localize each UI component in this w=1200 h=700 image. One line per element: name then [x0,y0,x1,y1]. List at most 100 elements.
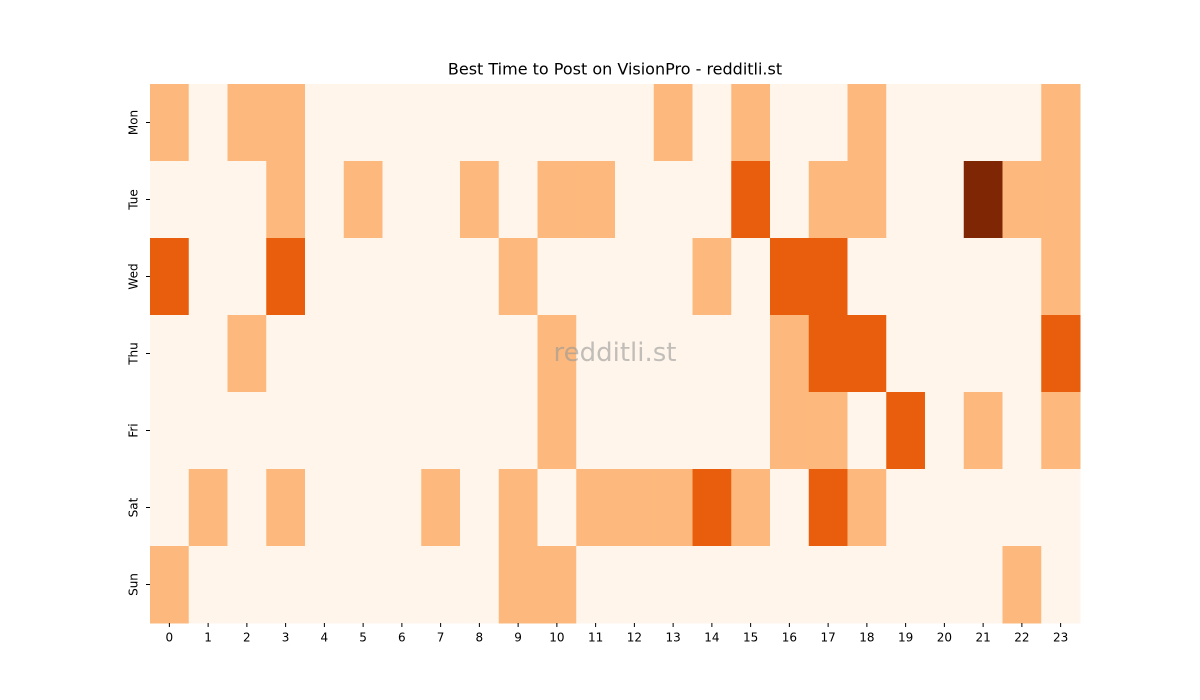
heat-cell [615,84,655,162]
heat-cell [615,469,655,547]
heat-cell [266,469,306,547]
heat-cell [150,238,190,316]
heat-cell [653,315,693,393]
heat-cell [343,84,383,162]
heat-cell [1041,469,1081,547]
heat-cell [731,238,771,316]
x-tick-label: 2 [243,631,251,645]
heat-cell [382,161,422,239]
x-tick-label: 3 [282,631,290,645]
heat-cell [188,469,228,547]
heat-cell [615,392,655,470]
heat-cell [266,238,306,316]
heat-cell [498,315,538,393]
heat-cell [808,238,848,316]
heat-cell [886,546,926,624]
heat-cell [692,84,732,162]
heat-cell [1002,161,1042,239]
heat-cell [227,84,267,162]
heat-cell [692,546,732,624]
heat-cell [305,315,345,393]
heat-cell [925,161,965,239]
heat-cell [421,238,461,316]
heat-cell [227,315,267,393]
x-tick-label: 0 [166,631,174,645]
heat-cell [963,546,1003,624]
heat-cell [847,84,887,162]
heat-cell [731,469,771,547]
heat-cell [188,315,228,393]
x-tick-label: 20 [937,631,952,645]
heat-cell [886,161,926,239]
heat-cell [421,161,461,239]
heat-cell [576,315,616,393]
heat-cell [382,546,422,624]
x-tick-label: 4 [321,631,329,645]
heat-cell [770,84,810,162]
heat-cell [266,546,306,624]
heat-cell [576,238,616,316]
heat-cell [692,469,732,547]
x-tick-label: 10 [549,631,564,645]
heat-cell [227,238,267,316]
heat-cell [188,238,228,316]
heat-cell [847,469,887,547]
heat-cell [188,392,228,470]
x-tick-label: 9 [514,631,522,645]
x-tick-label: 5 [359,631,367,645]
heat-cell [421,84,461,162]
x-tick-label: 12 [627,631,642,645]
heat-cell [498,238,538,316]
heat-cell [925,392,965,470]
x-tick-label: 14 [704,631,719,645]
heat-cell [770,546,810,624]
heat-cell [227,469,267,547]
heat-cell [925,469,965,547]
heat-cell [227,546,267,624]
heat-cell [808,469,848,547]
heat-cell [421,315,461,393]
heat-cell [770,469,810,547]
heat-cell [537,84,577,162]
heat-cell [615,238,655,316]
heat-cell [1002,469,1042,547]
heat-cell [343,161,383,239]
x-tick-label: 13 [665,631,680,645]
x-tick-label: 23 [1053,631,1068,645]
heat-cell [1041,161,1081,239]
heat-cell [460,315,500,393]
heat-cell [847,392,887,470]
heat-cell [808,315,848,393]
x-tick-label: 15 [743,631,758,645]
heat-cell [731,315,771,393]
x-tick-label: 6 [398,631,406,645]
y-tick-label: Tue [127,189,141,211]
heat-cell [460,546,500,624]
y-tick-label: Sat [127,497,141,517]
heat-cell [150,161,190,239]
heat-cell [770,161,810,239]
heat-cell [266,392,306,470]
heat-cell [188,161,228,239]
heat-cell [1041,392,1081,470]
heat-cell [653,161,693,239]
heat-cell [498,546,538,624]
heat-cell [537,238,577,316]
heat-cell [537,392,577,470]
heat-cell [653,84,693,162]
heat-cell [343,469,383,547]
heat-cell [653,238,693,316]
x-tick-label: 22 [1014,631,1029,645]
heat-cell [382,84,422,162]
heat-cell [886,84,926,162]
x-tick-label: 11 [588,631,603,645]
heat-cell [1002,392,1042,470]
heat-cell [1041,238,1081,316]
heat-cell [731,546,771,624]
heat-cell [188,546,228,624]
heat-cell [847,161,887,239]
heat-cell [770,392,810,470]
heat-cell [963,161,1003,239]
heat-cell [305,392,345,470]
heat-cell [808,546,848,624]
